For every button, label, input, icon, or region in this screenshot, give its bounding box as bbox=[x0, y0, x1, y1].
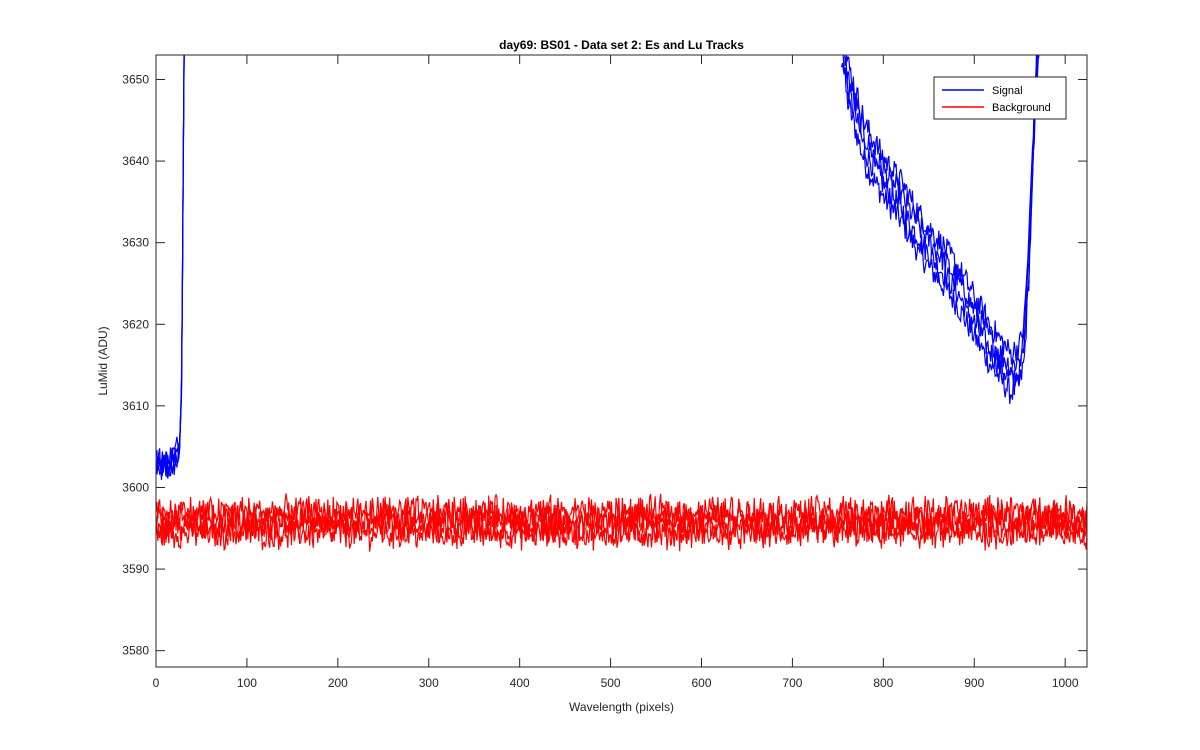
y-tick-label: 3600 bbox=[122, 480, 149, 494]
x-axis-label: Wavelength (pixels) bbox=[569, 700, 674, 714]
x-tick-label: 400 bbox=[510, 676, 530, 690]
series-signal bbox=[156, 55, 1040, 480]
y-tick-label: 3610 bbox=[122, 399, 149, 413]
y-tick-label: 3580 bbox=[122, 644, 149, 658]
x-tick-label: 600 bbox=[691, 676, 711, 690]
legend-label-signal: Signal bbox=[992, 85, 1023, 97]
chart-title: day69: BS01 - Data set 2: Es and Lu Trac… bbox=[499, 38, 744, 52]
plot-area bbox=[156, 55, 1087, 667]
series-background bbox=[156, 493, 1087, 552]
x-tick-label: 0 bbox=[153, 676, 160, 690]
y-tick-label: 3620 bbox=[122, 317, 149, 331]
x-tick-label: 800 bbox=[873, 676, 893, 690]
x-tick-label: 300 bbox=[419, 676, 439, 690]
y-axis-label: LuMid (ADU) bbox=[96, 326, 110, 395]
legend-box bbox=[933, 76, 1067, 120]
plot-background bbox=[156, 55, 1087, 667]
x-tick-label: 1000 bbox=[1052, 676, 1079, 690]
y-tick-label: 3590 bbox=[122, 562, 149, 576]
x-tick-label: 100 bbox=[237, 676, 257, 690]
x-tick-label: 200 bbox=[328, 676, 348, 690]
legend: Signal Background bbox=[933, 76, 1067, 120]
axes: 0 100 200 300 400 500 600 700 800 900 1000 3580 3590… bbox=[122, 54, 1088, 690]
x-tick-label: 700 bbox=[782, 676, 802, 690]
series-signal-track bbox=[156, 55, 1038, 473]
y-tick-label: 3630 bbox=[122, 236, 149, 250]
x-tick-label: 500 bbox=[601, 676, 621, 690]
y-tick-label: 3650 bbox=[122, 72, 149, 86]
legend-label-background: Background bbox=[992, 102, 1051, 114]
axes-box bbox=[155, 54, 1088, 668]
x-tick-label: 900 bbox=[964, 676, 984, 690]
series-background-track bbox=[156, 493, 1087, 531]
y-tick-label: 3640 bbox=[122, 154, 149, 168]
